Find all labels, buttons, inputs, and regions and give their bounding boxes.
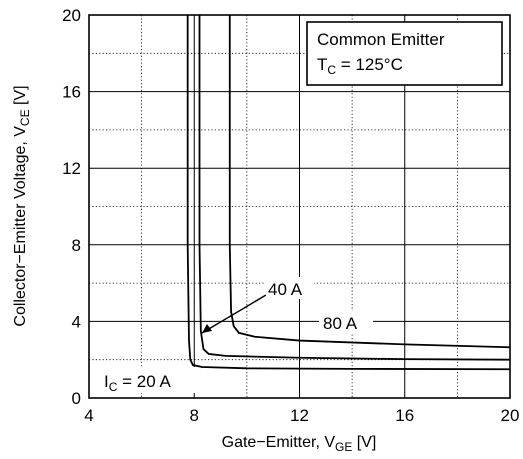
x-tick-label: 20 (501, 406, 520, 425)
label-40a-leader (201, 294, 267, 334)
y-tick-label: 20 (62, 6, 81, 25)
legend-line-temperature: TC = 125°C (317, 55, 403, 77)
series-line-2 (198, 15, 510, 361)
x-tick-label: 8 (190, 406, 199, 425)
label-40a: 40 A (268, 280, 303, 299)
plot-frame (88, 14, 511, 399)
label-80a: 80 A (323, 314, 358, 333)
series-line-1 (186, 15, 510, 371)
label-20a-background (101, 367, 197, 393)
x-tick-label: 12 (290, 406, 309, 425)
y-tick-label: 16 (62, 83, 81, 102)
x-tick-label: 4 (84, 406, 93, 425)
label-40a-arrowhead (202, 324, 212, 333)
y-tick-labels: 0 4 8 12 16 20 (62, 6, 81, 408)
x-axis-label: Gate−Emitter, VGE [V] (222, 434, 377, 454)
legend-line-common-emitter: Common Emitter (317, 30, 445, 49)
label-80a-background (319, 311, 373, 333)
label-20a: IC = 20 A (104, 372, 171, 394)
label-40a-background (266, 277, 314, 299)
y-tick-label: 8 (72, 236, 81, 255)
y-axis-label: Collector−Emitter Voltage, VCE [V] (12, 85, 32, 326)
y-tick-label: 12 (62, 159, 81, 178)
y-tick-label: 4 (72, 312, 81, 331)
x-tick-label: 16 (395, 406, 414, 425)
x-tick-labels: 4 8 12 16 20 (84, 406, 519, 425)
condition-legend-box: Common Emitter TC = 125°C (306, 21, 503, 86)
series-layer (186, 15, 510, 371)
series-annotations: IC = 20 A 40 A 80 A (101, 277, 373, 394)
series-line-3 (228, 15, 510, 349)
legend-frame (306, 21, 503, 86)
y-tick-label: 0 (72, 389, 81, 408)
